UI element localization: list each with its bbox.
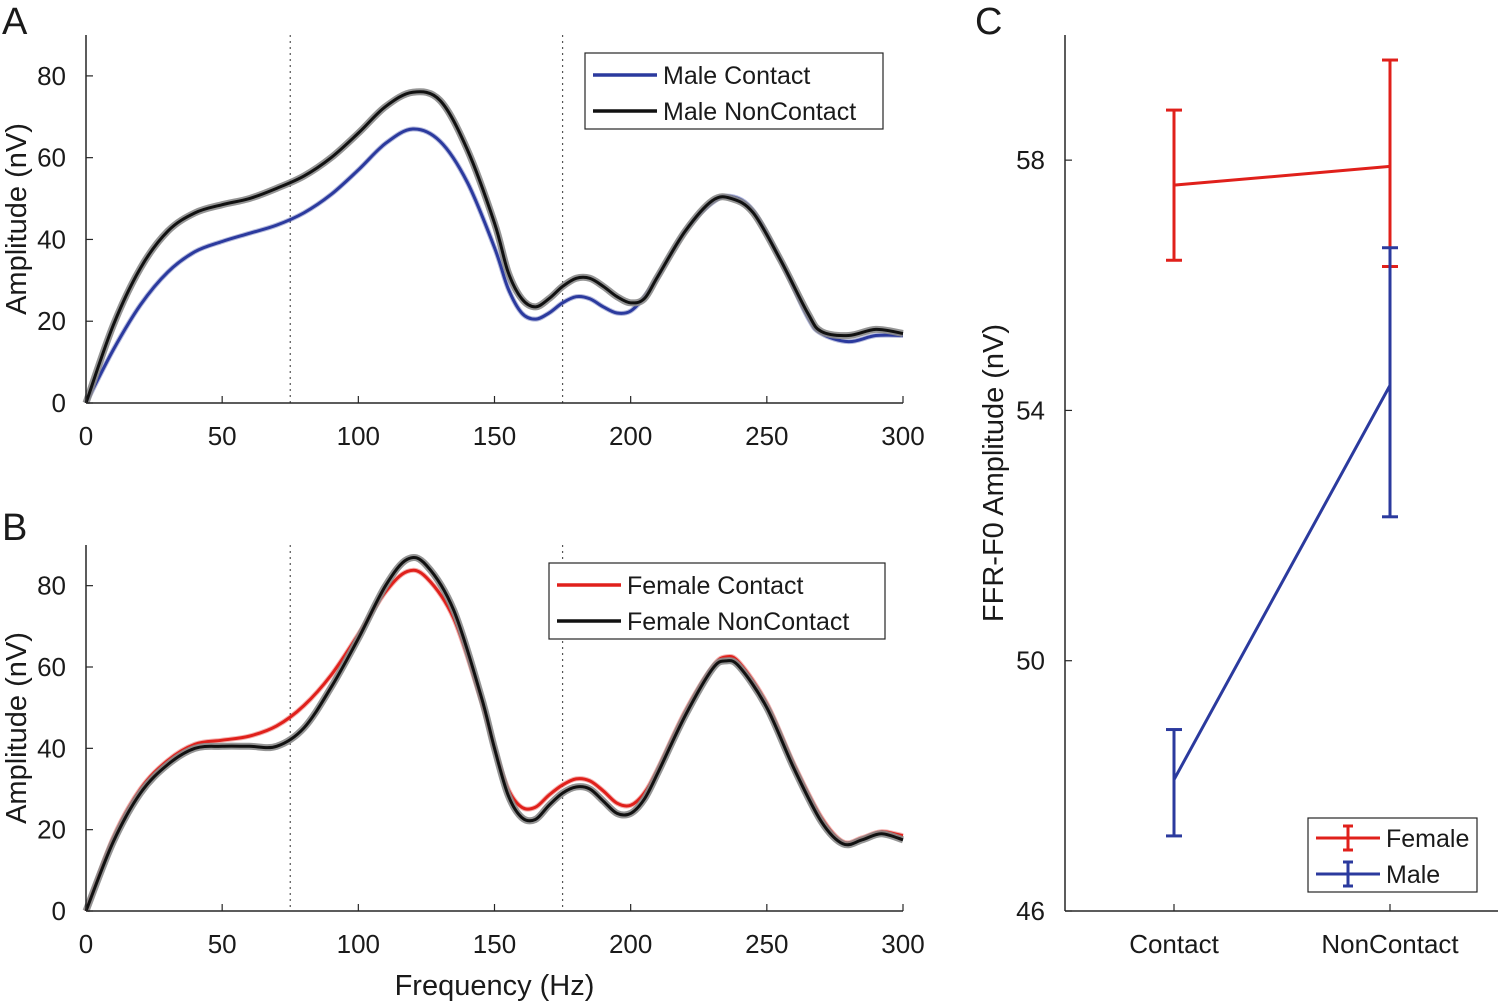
y-tick-label: 50	[1016, 646, 1045, 676]
legend-label: Male Contact	[663, 62, 810, 90]
panel-a-male-spectrum: 0 50 100 150 200 250 300 0 20 40 60 80 Amplitude (nV…	[1, 35, 925, 451]
y-tick-label: 60	[37, 143, 66, 173]
y-tick-label: 40	[37, 733, 66, 763]
x-tick-label: 200	[609, 421, 652, 451]
x-tick-label: 250	[745, 929, 788, 959]
x-tick-label: 50	[208, 929, 237, 959]
panel-c-ffr-f0-amplitude: 46 50 54 58 Contact NonContact FFR-F0 Amplitud…	[978, 35, 1498, 959]
x-tick-label: 50	[208, 421, 237, 451]
panel-letter-c: C	[975, 1, 1002, 43]
y-tick-label: 20	[37, 815, 66, 845]
legend-box	[1307, 817, 1478, 893]
series-line	[1172, 384, 1392, 781]
legend-box	[548, 562, 886, 640]
x-tick-label: 0	[79, 929, 93, 959]
x-tick-label: 300	[881, 929, 924, 959]
panel-letter-a: A	[2, 1, 28, 43]
series-line	[84, 555, 904, 912]
x-tick-label: 150	[473, 929, 516, 959]
x-axis-label: Frequency (Hz)	[395, 970, 595, 1002]
x-tick-label: NonContact	[1321, 929, 1459, 959]
legend-label: Female NonContact	[627, 608, 849, 636]
y-tick-label: 0	[52, 896, 66, 926]
legend-box	[584, 52, 884, 130]
panel-letter-b: B	[2, 507, 27, 549]
x-tick-label: 300	[881, 421, 924, 451]
x-tick-label: 150	[473, 421, 516, 451]
legend-label: Female Contact	[627, 572, 804, 600]
y-axis-label: FFR-F0 Amplitude (nV)	[978, 324, 1010, 622]
y-axis-label: Amplitude (nV)	[1, 123, 33, 315]
x-tick-label: Contact	[1129, 929, 1219, 959]
y-tick-label: 0	[52, 388, 66, 418]
y-tick-label: 58	[1016, 145, 1045, 175]
y-tick-label: 80	[37, 571, 66, 601]
y-tick-label: 46	[1016, 896, 1045, 926]
x-tick-label: 200	[609, 929, 652, 959]
x-tick-label: 100	[337, 421, 380, 451]
legend-label: Male	[1386, 861, 1440, 889]
x-tick-label: 250	[745, 421, 788, 451]
y-tick-label: 54	[1016, 395, 1045, 425]
series-line	[1173, 164, 1391, 187]
y-axis-label: Amplitude (nV)	[1, 632, 33, 824]
y-tick-label: 20	[37, 306, 66, 336]
legend-label: Female	[1386, 825, 1469, 853]
legend-label: Male NonContact	[663, 98, 856, 126]
y-tick-label: 60	[37, 652, 66, 682]
x-tick-label: 0	[79, 421, 93, 451]
x-tick-label: 100	[337, 929, 380, 959]
y-tick-label: 80	[37, 61, 66, 91]
series-line	[84, 90, 904, 404]
y-tick-label: 40	[37, 224, 66, 254]
panel-b-female-spectrum: 0 50 100 150 200 250 300 0 20 40 60 80 Amplitude (nV…	[1, 545, 925, 1002]
